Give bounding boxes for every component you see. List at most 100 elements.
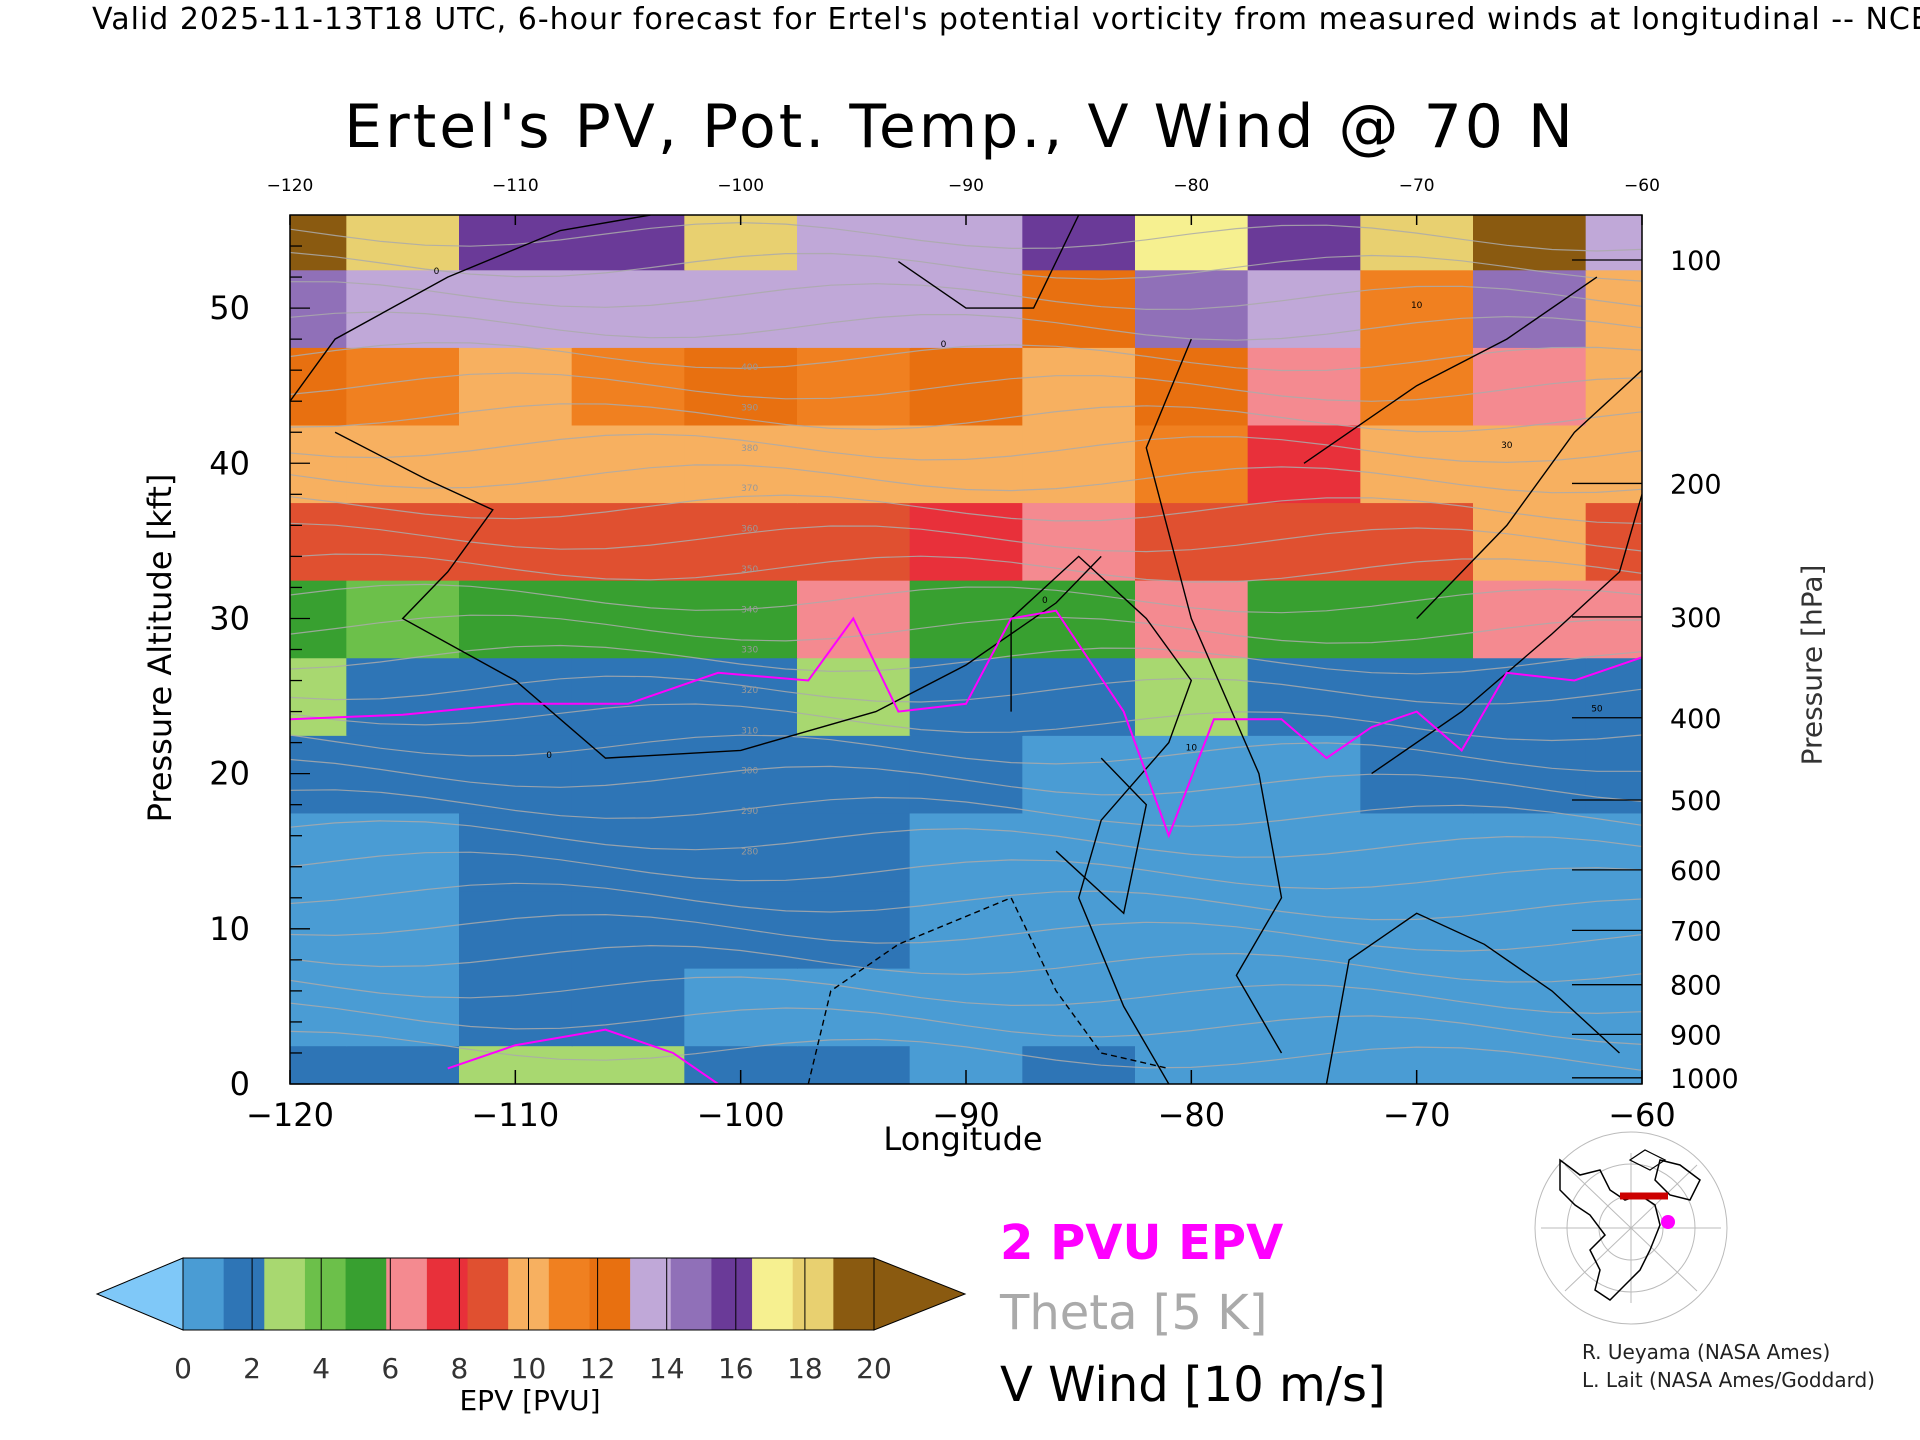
- epv-cell: [1360, 579, 1474, 659]
- epv-cell: [459, 269, 573, 348]
- colorbar-swatch: [630, 1258, 672, 1330]
- v-wind-contours: 0 0 0 0 10 10 30 50: [290, 215, 1642, 1084]
- epv-cell: [459, 890, 573, 969]
- x-tick-label: −80: [1158, 1096, 1226, 1134]
- epv-cell: [1022, 1045, 1136, 1084]
- theta-label: 360: [741, 525, 758, 535]
- colorbar-swatch: [548, 1258, 590, 1330]
- epv-cell: [1247, 269, 1362, 348]
- epv-cell: [1022, 890, 1136, 969]
- epv-cell: [571, 346, 686, 426]
- epv-cell: [1473, 1045, 1587, 1084]
- epv-cell: [1247, 215, 1362, 271]
- theta-line: [290, 882, 1642, 921]
- epv-cell: [909, 967, 1024, 1047]
- pressure-tick-label: 700: [1670, 916, 1722, 947]
- theta-line: [290, 913, 1642, 952]
- epv-cell: [290, 215, 348, 271]
- epv-cell: [684, 346, 798, 426]
- epv-cell: [571, 734, 686, 814]
- epv-cell: [459, 215, 573, 271]
- v-wind-label: 0: [941, 340, 947, 350]
- epv-cell: [1135, 346, 1249, 426]
- colorbar-tick-label: 4: [312, 1352, 330, 1385]
- epv-cell: [1585, 812, 1642, 892]
- pressure-tick-label: 300: [1670, 603, 1722, 634]
- epv-cell: [346, 269, 460, 348]
- tropopause-surface-line: [447, 1028, 719, 1084]
- x-top-tick-label: −100: [717, 176, 764, 196]
- colorbar-label: EPV [PVU]: [459, 1384, 601, 1417]
- theta-line: [290, 734, 1642, 772]
- theta-label: 290: [741, 807, 758, 817]
- pressure-tick-label: 400: [1670, 704, 1722, 735]
- epv-cell: [1473, 502, 1587, 581]
- epv-cell: [1135, 657, 1249, 736]
- epv-cell: [571, 502, 686, 581]
- theta-label: 380: [741, 444, 758, 454]
- theta-label: 370: [741, 484, 758, 494]
- epv-cell: [571, 215, 686, 271]
- colorbar-swatch: [223, 1258, 265, 1330]
- epv-cell: [684, 424, 798, 504]
- colorbar-swatch: [711, 1258, 753, 1330]
- y-tick-label: 10: [209, 910, 250, 948]
- x-tick-label: −90: [932, 1096, 1000, 1134]
- x-top-tick-label: −120: [267, 176, 314, 196]
- epv-cell: [1135, 890, 1249, 969]
- pressure-tick-label: 500: [1670, 786, 1722, 817]
- epv-cell: [1022, 269, 1136, 348]
- theta-line: [290, 675, 1642, 705]
- theta-line: [290, 789, 1642, 827]
- epv-cell: [571, 269, 686, 348]
- legend-v-wind: V Wind [10 m/s]: [1000, 1357, 1386, 1413]
- epv-cell: [346, 967, 460, 1047]
- epv-cell: [346, 734, 460, 814]
- y-tick-label: 30: [209, 599, 250, 637]
- epv-cell: [290, 657, 348, 736]
- epv-cell: [290, 1045, 348, 1084]
- epv-cell: [1473, 890, 1587, 969]
- valid-time-header: Valid 2025-11-13T18 UTC, 6-hour forecast…: [92, 2, 1920, 37]
- epv-cell: [459, 812, 573, 892]
- epv-cell: [346, 812, 460, 892]
- v-wind-negative-line: [807, 896, 1169, 1084]
- credit-line-1: R. Ueyama (NASA Ames): [1582, 1340, 1831, 1364]
- x-tick-label: −110: [471, 1096, 559, 1134]
- v-wind-label: 0: [1042, 596, 1048, 606]
- epv-cell: [1473, 812, 1587, 892]
- theta-line: [290, 221, 1642, 252]
- epv-cell: [346, 502, 460, 581]
- epv-cell: [1360, 502, 1474, 581]
- theta-label: 400: [741, 363, 758, 373]
- v-wind-line: [290, 215, 651, 402]
- epv-cell: [1360, 215, 1474, 271]
- credit-line-2: L. Lait (NASA Ames/Goddard): [1582, 1368, 1875, 1392]
- colorbar: 0 2 4 6 8 10 12 14 16 18 20: [95, 1257, 967, 1385]
- epv-cell: [909, 424, 1024, 504]
- epv-cell: [1473, 579, 1587, 659]
- theta-label: 390: [741, 404, 758, 414]
- theta-label: 320: [741, 686, 758, 696]
- colorbar-over-arrow: [873, 1257, 967, 1331]
- x-tick-label: −120: [246, 1096, 334, 1134]
- epv-cell: [1135, 502, 1249, 581]
- colorbar-tick-label: 18: [787, 1352, 823, 1385]
- theta-label: 350: [741, 565, 758, 575]
- colorbar-swatch: [345, 1258, 387, 1330]
- epv-cell: [459, 967, 573, 1047]
- epv-cell: [1360, 269, 1474, 348]
- x-top-tick-label: −70: [1399, 176, 1435, 196]
- epv-heatmap: [290, 215, 1642, 1084]
- epv-cell: [1135, 967, 1249, 1047]
- epv-cell: [459, 424, 573, 504]
- epv-cell: [797, 502, 911, 581]
- colorbar-swatch: [833, 1258, 875, 1330]
- epv-cell: [684, 657, 798, 736]
- epv-cell: [909, 890, 1024, 969]
- epv-cell: [1135, 424, 1249, 504]
- epv-cell: [1585, 269, 1642, 348]
- epv-cell: [797, 215, 911, 271]
- y-tick-label: 20: [209, 755, 250, 793]
